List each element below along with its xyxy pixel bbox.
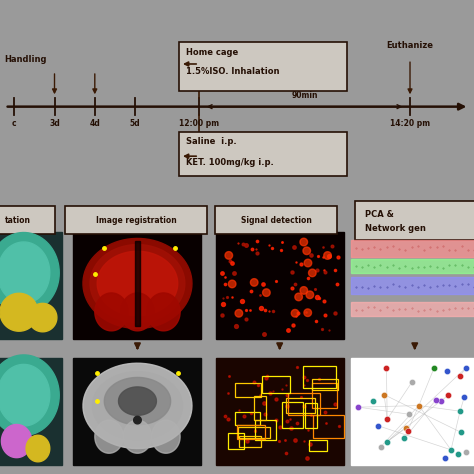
Bar (351, 259, 474, 273)
Text: tation: tation (5, 216, 31, 225)
Polygon shape (291, 310, 299, 317)
Polygon shape (304, 259, 312, 267)
Bar (239, 436, 261, 447)
Polygon shape (300, 238, 308, 246)
Bar (255, 420, 276, 440)
Bar (351, 240, 474, 257)
Bar (262, 376, 290, 393)
Bar (235, 412, 260, 425)
Text: Handling: Handling (5, 55, 47, 64)
Bar (351, 302, 474, 316)
Bar (288, 393, 320, 415)
Text: Home cage: Home cage (186, 48, 238, 57)
Bar (237, 425, 265, 439)
Polygon shape (0, 293, 38, 331)
Bar (309, 440, 327, 451)
Polygon shape (0, 233, 59, 313)
Polygon shape (152, 420, 180, 453)
Polygon shape (225, 252, 233, 259)
Text: 5d: 5d (130, 119, 140, 128)
Bar (286, 398, 315, 413)
Bar (303, 366, 336, 388)
Bar (228, 433, 244, 449)
FancyBboxPatch shape (65, 207, 207, 234)
Text: 4d: 4d (90, 119, 100, 128)
Polygon shape (28, 303, 57, 332)
Text: 1.5%ISO. Inhalation: 1.5%ISO. Inhalation (186, 67, 279, 75)
Polygon shape (104, 377, 171, 425)
Polygon shape (135, 241, 140, 326)
Bar (282, 402, 302, 428)
Bar (216, 232, 344, 339)
Bar (73, 232, 201, 339)
Polygon shape (303, 247, 310, 255)
Bar (0, 358, 62, 465)
Bar (73, 358, 201, 465)
Polygon shape (0, 365, 50, 426)
Bar (216, 358, 344, 465)
FancyBboxPatch shape (355, 201, 474, 240)
Polygon shape (250, 279, 258, 286)
Bar (237, 427, 270, 438)
Polygon shape (295, 293, 302, 301)
FancyBboxPatch shape (179, 132, 347, 176)
FancyBboxPatch shape (215, 207, 337, 234)
Polygon shape (118, 387, 156, 415)
Bar (0, 232, 62, 339)
Polygon shape (324, 252, 331, 259)
Bar (235, 383, 261, 397)
Polygon shape (95, 420, 123, 453)
Bar (305, 403, 317, 428)
FancyBboxPatch shape (179, 42, 347, 91)
Polygon shape (83, 363, 192, 448)
Polygon shape (92, 372, 182, 440)
Bar (351, 358, 474, 465)
Text: 14:20 pm: 14:20 pm (390, 119, 430, 128)
Polygon shape (0, 242, 50, 303)
Polygon shape (300, 287, 308, 294)
Text: Euthanize: Euthanize (386, 41, 434, 50)
Text: PCA &: PCA & (365, 210, 394, 219)
Bar (254, 395, 266, 419)
Polygon shape (309, 269, 316, 277)
Polygon shape (0, 355, 59, 436)
Text: c: c (12, 119, 17, 128)
Polygon shape (123, 420, 152, 453)
Polygon shape (228, 280, 236, 288)
Text: Saline  i.p.: Saline i.p. (186, 137, 237, 146)
Polygon shape (83, 238, 192, 328)
Text: 90min: 90min (292, 91, 318, 100)
Polygon shape (263, 289, 270, 296)
Text: Image registration: Image registration (96, 216, 177, 225)
Polygon shape (304, 309, 311, 317)
Polygon shape (306, 291, 314, 299)
Polygon shape (147, 293, 180, 331)
Polygon shape (235, 310, 243, 317)
Text: Network gen: Network gen (365, 225, 426, 233)
Polygon shape (95, 293, 128, 331)
Polygon shape (90, 245, 185, 322)
Bar (312, 383, 337, 409)
Polygon shape (134, 416, 141, 424)
FancyBboxPatch shape (0, 207, 55, 234)
Bar (312, 379, 338, 390)
Text: Signal detection: Signal detection (241, 216, 311, 225)
Text: KET. 100mg/kg i.p.: KET. 100mg/kg i.p. (186, 158, 273, 167)
Bar (313, 415, 344, 438)
Polygon shape (121, 293, 154, 331)
Bar (351, 277, 474, 294)
Polygon shape (1, 425, 32, 457)
Polygon shape (26, 435, 50, 462)
Text: 3d: 3d (49, 119, 60, 128)
Polygon shape (97, 251, 178, 316)
Text: 12:00 pm: 12:00 pm (179, 119, 219, 128)
